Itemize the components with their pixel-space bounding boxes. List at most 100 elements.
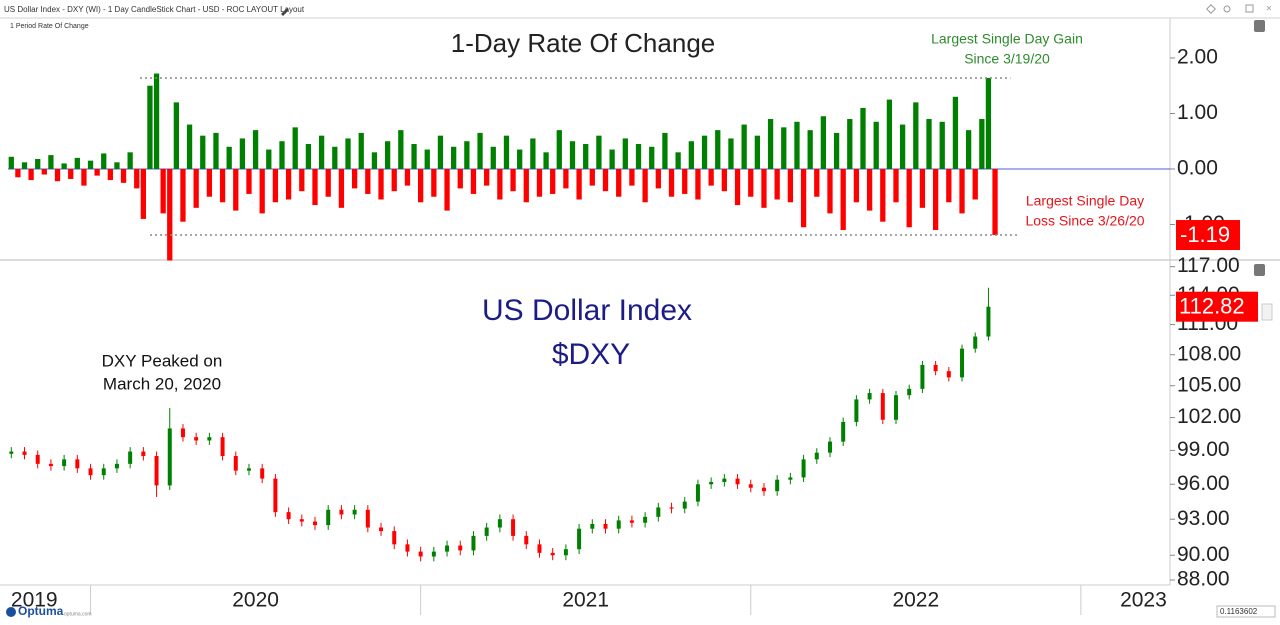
- roc-bar: [609, 149, 615, 169]
- candle-body: [365, 509, 370, 528]
- candle-body: [695, 484, 700, 502]
- annotation: DXY Peaked on: [102, 351, 223, 370]
- roc-bar: [728, 138, 734, 169]
- roc-bar: [781, 127, 787, 169]
- roc-bar: [173, 102, 179, 169]
- restore-icon[interactable]: [1245, 4, 1254, 13]
- roc-bar: [662, 132, 668, 169]
- edit-icon[interactable]: [281, 8, 289, 16]
- last-value-box: [1176, 291, 1258, 322]
- pin-icon[interactable]: [1223, 5, 1231, 13]
- roc-bar: [437, 135, 444, 169]
- roc-bar: [101, 153, 107, 169]
- x-tick-label: 2022: [892, 589, 939, 612]
- roc-bar: [457, 168, 463, 189]
- roc-bar: [536, 168, 543, 197]
- roc-bar: [219, 168, 226, 203]
- roc-bar: [583, 143, 589, 169]
- roc-bar: [893, 168, 899, 203]
- candle-body: [603, 523, 608, 529]
- annotation: Largest Single Day Gain: [931, 31, 1083, 47]
- roc-bar: [292, 127, 298, 169]
- candle-body: [101, 468, 106, 476]
- candle-body: [299, 519, 304, 522]
- roc-bar: [8, 156, 14, 169]
- candle-body: [656, 507, 661, 517]
- candle-body: [326, 509, 331, 526]
- roc-bar: [649, 146, 655, 169]
- lock-icon[interactable]: [1254, 264, 1265, 276]
- roc-bar: [569, 141, 576, 169]
- roc-bar: [358, 132, 364, 169]
- candle-body: [590, 523, 595, 529]
- roc-bar: [655, 168, 661, 189]
- roc-bar: [530, 138, 536, 169]
- y-tick-label: 108.00: [1177, 342, 1241, 365]
- candle-body: [392, 531, 397, 545]
- roc-bar: [239, 138, 246, 169]
- candle-body: [62, 459, 67, 467]
- y-tick-label: 117.00: [1177, 254, 1240, 277]
- roc-bar: [246, 168, 252, 194]
- roc-bar: [616, 168, 622, 197]
- candle-body: [313, 521, 318, 526]
- roc-bar: [695, 168, 701, 200]
- roc-bar: [926, 119, 932, 169]
- roc-bar: [708, 168, 714, 186]
- roc-bar: [61, 163, 67, 169]
- roc-bar: [332, 146, 338, 169]
- candle-body: [48, 463, 53, 467]
- chart-title: 1-Day Rate Of Change: [451, 28, 715, 58]
- roc-bar: [510, 168, 516, 192]
- readout-box: [1216, 605, 1276, 618]
- candle-body: [128, 451, 133, 464]
- roc-bar: [774, 168, 780, 200]
- roc-bar: [48, 155, 54, 169]
- roc-bar: [556, 130, 562, 169]
- roc-bar: [470, 168, 477, 194]
- roc-bar: [932, 168, 939, 231]
- candle-body: [986, 306, 991, 337]
- roc-bar: [411, 143, 417, 169]
- candle-body: [194, 437, 199, 441]
- roc-bar: [371, 152, 378, 169]
- roc-bar: [391, 168, 397, 192]
- roc-bar: [715, 130, 721, 169]
- y-tick-label: 93.00: [1177, 507, 1230, 530]
- roc-bar: [814, 168, 820, 197]
- roc-bar: [589, 168, 595, 186]
- roc-bar: [305, 143, 312, 169]
- lock-icon[interactable]: [1254, 20, 1265, 32]
- tool-icon[interactable]: [1206, 4, 1216, 14]
- roc-bar: [807, 130, 813, 169]
- plots: 2.001.000.00-1.00-1.191-Day Rate Of Chan…: [8, 28, 1258, 615]
- roc-bar: [794, 121, 800, 169]
- candle-body: [550, 552, 555, 556]
- roc-bar: [68, 168, 74, 179]
- collapse-tab[interactable]: [1261, 303, 1273, 321]
- roc-bar: [668, 168, 675, 197]
- roc-bar: [866, 168, 873, 211]
- roc-bar: [992, 168, 998, 236]
- roc-bar: [325, 168, 331, 197]
- candle-body: [141, 451, 146, 457]
- candle-body: [220, 437, 225, 457]
- roc-bar: [153, 73, 160, 169]
- candle-body: [761, 487, 766, 492]
- roc-bar: [602, 168, 609, 192]
- roc-bar: [847, 119, 853, 169]
- roc-bar: [497, 168, 503, 200]
- candle-body: [352, 509, 357, 515]
- roc-bar: [946, 168, 952, 203]
- close-icon[interactable]: ×: [1266, 4, 1272, 15]
- last-value-label: 112.82: [1179, 294, 1245, 319]
- roc-bar: [279, 141, 285, 169]
- y-tick-label: 99.00: [1177, 438, 1230, 461]
- roc-bar: [754, 135, 760, 169]
- roc-bar: [74, 157, 80, 169]
- candle-body: [537, 544, 542, 553]
- candle-body: [973, 336, 978, 349]
- roc-bar: [787, 168, 794, 203]
- roc-bar: [365, 168, 371, 194]
